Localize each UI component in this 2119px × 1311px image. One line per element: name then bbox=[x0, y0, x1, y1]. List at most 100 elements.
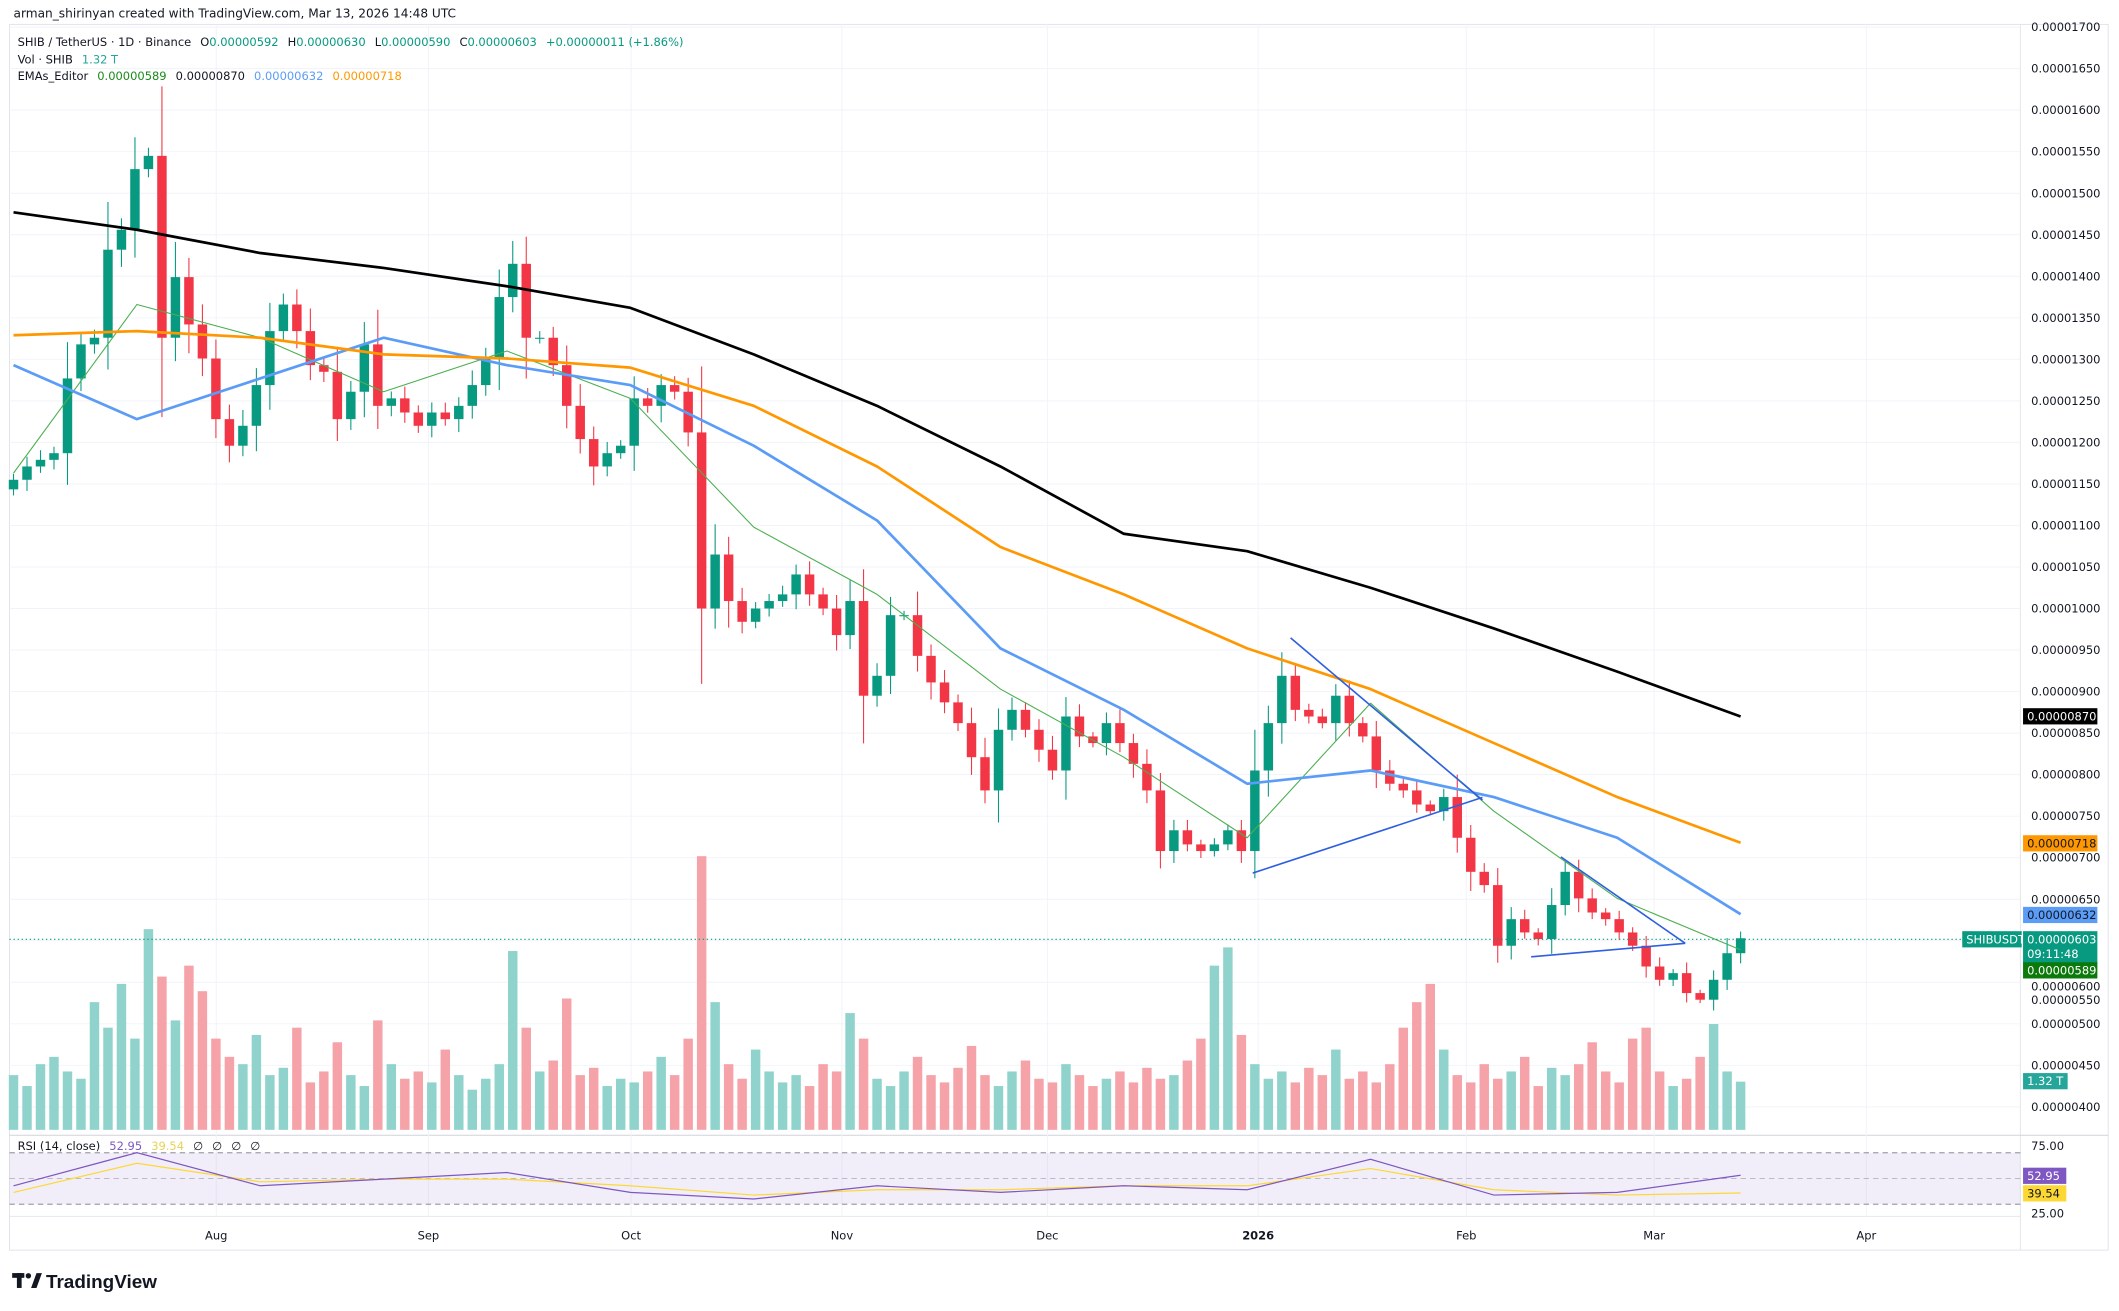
y-tick-label: 0.00000550 bbox=[2031, 993, 2100, 1007]
trendline-upper-1[interactable] bbox=[1290, 637, 1484, 801]
candle-body bbox=[1061, 716, 1071, 771]
volume-bar bbox=[926, 1075, 936, 1130]
y-tick-label: 0.00000800 bbox=[2031, 768, 2100, 782]
candle-body bbox=[184, 277, 194, 325]
candle-body bbox=[1142, 763, 1152, 791]
candle-body bbox=[49, 453, 59, 460]
candle-body bbox=[1074, 716, 1085, 737]
candle-body bbox=[305, 331, 316, 366]
candle-body bbox=[1290, 675, 1301, 710]
volume-bar bbox=[791, 1075, 801, 1130]
volume-bar bbox=[980, 1075, 990, 1130]
y-tick-label: 0.00001600 bbox=[2031, 103, 2100, 117]
candle-body bbox=[1331, 695, 1341, 724]
candle-body bbox=[966, 723, 977, 758]
volume-bar bbox=[373, 1020, 383, 1130]
candle-body bbox=[1034, 729, 1044, 750]
volume-bar bbox=[143, 929, 154, 1130]
candle-body bbox=[521, 263, 531, 338]
candle-body bbox=[912, 615, 923, 656]
volume-bar bbox=[1546, 1067, 1557, 1130]
tradingview-logo[interactable]: TradingView bbox=[12, 1272, 157, 1293]
candle-body bbox=[1250, 770, 1260, 852]
volume-bar bbox=[508, 951, 518, 1130]
candle-body bbox=[1317, 716, 1328, 724]
candle-body bbox=[845, 601, 855, 636]
ema-lines bbox=[12, 210, 1742, 951]
trendline-drawings[interactable] bbox=[1252, 637, 1686, 958]
y-tick-label: 0.00000850 bbox=[2031, 726, 2100, 740]
volume-bar bbox=[1452, 1075, 1462, 1130]
candle-body bbox=[1708, 979, 1719, 1000]
candle-body bbox=[723, 554, 734, 602]
candle-body bbox=[211, 358, 221, 420]
legend-volume-label: Vol · SHIB bbox=[18, 53, 73, 67]
time-axis[interactable]: Aug Sep Oct Nov Dec 2026 Feb Mar Apr bbox=[205, 1228, 1876, 1242]
candle-body bbox=[1169, 830, 1179, 852]
trendline-lower-2[interactable] bbox=[1531, 942, 1686, 958]
volume-bar bbox=[8, 1075, 19, 1130]
candle-body bbox=[818, 594, 828, 609]
legend-ema200: 0.00000870 bbox=[176, 69, 245, 83]
candle-body bbox=[427, 412, 437, 426]
candle-body bbox=[481, 358, 491, 386]
trendline-upper-2[interactable] bbox=[1560, 856, 1686, 945]
volume-bar bbox=[481, 1078, 491, 1130]
volume-bar bbox=[535, 1071, 545, 1130]
y-tick-label: 0.00001350 bbox=[2031, 311, 2100, 325]
candle-body bbox=[1466, 837, 1476, 872]
candle-body bbox=[1546, 905, 1557, 940]
volume-bar bbox=[1088, 1086, 1098, 1130]
candle-body bbox=[278, 304, 289, 332]
x-tick-label: 2026 bbox=[1242, 1228, 1274, 1242]
y-tick-label: 0.00001000 bbox=[2031, 602, 2100, 616]
ema20-marker bbox=[2023, 962, 2098, 979]
volume-bar bbox=[386, 1064, 397, 1130]
candle-body bbox=[1412, 790, 1422, 805]
candle-body bbox=[872, 675, 882, 696]
candle-body bbox=[76, 344, 86, 379]
volume-bar bbox=[130, 1038, 140, 1130]
volume-bar bbox=[278, 1067, 289, 1130]
volume-bar bbox=[170, 1020, 181, 1130]
volume-bar bbox=[804, 1086, 815, 1130]
volume-bar bbox=[1358, 1071, 1368, 1130]
volume-bar bbox=[1101, 1078, 1112, 1130]
candle-body bbox=[238, 425, 248, 446]
volume-bar bbox=[1074, 1075, 1085, 1130]
volume-bar bbox=[1196, 1038, 1206, 1130]
volume-bar bbox=[197, 991, 208, 1130]
candle-body bbox=[332, 371, 343, 420]
legend-low: 0.00000590 bbox=[381, 35, 450, 49]
candle-body bbox=[750, 608, 761, 622]
candle-body bbox=[1668, 973, 1678, 980]
ema200-marker-text: 0.00000870 bbox=[2027, 709, 2096, 723]
volume-bar bbox=[346, 1075, 356, 1130]
candle-body bbox=[1047, 749, 1058, 771]
volume-bar bbox=[332, 1042, 343, 1130]
volume-bar bbox=[1533, 1086, 1543, 1130]
tradingview-logo-icon bbox=[12, 1273, 42, 1288]
candle-body bbox=[251, 385, 262, 426]
price-axis[interactable]: 0.00001700 0.00001650 0.00001600 0.00001550… bbox=[2031, 20, 2100, 1114]
candle-body bbox=[777, 594, 788, 602]
candle-body bbox=[575, 405, 585, 440]
volume-bar bbox=[1236, 1034, 1247, 1130]
candle-body bbox=[1263, 723, 1274, 771]
volume-bar bbox=[211, 1038, 221, 1130]
rsi-line bbox=[13, 1152, 1741, 1200]
volume-bar bbox=[1681, 1078, 1692, 1130]
volume-bar bbox=[1155, 1078, 1166, 1130]
candle-body bbox=[1196, 844, 1206, 852]
rsi-tick-75: 75.00 bbox=[2031, 1139, 2064, 1153]
volume-bar bbox=[953, 1067, 963, 1130]
volume-bar bbox=[1142, 1067, 1152, 1130]
candle-body bbox=[939, 682, 950, 703]
candle-body bbox=[1371, 736, 1382, 771]
candle-body bbox=[1614, 919, 1624, 933]
volume-bar bbox=[1398, 1027, 1409, 1130]
rsi-tick-25: 25.00 bbox=[2031, 1207, 2064, 1221]
trendline-lower-1[interactable] bbox=[1252, 796, 1483, 874]
legend-ema50: 0.00000632 bbox=[254, 69, 323, 83]
